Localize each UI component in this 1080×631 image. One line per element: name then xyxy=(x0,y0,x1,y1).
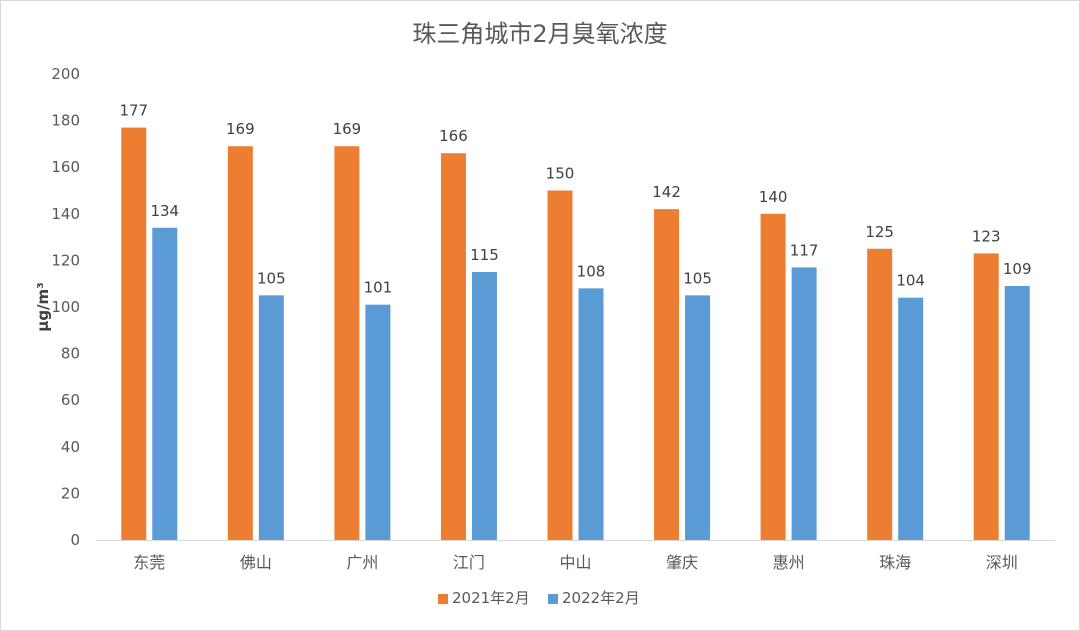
data-label: 115 xyxy=(470,246,499,264)
data-label: 108 xyxy=(577,262,606,280)
bar-series2 xyxy=(365,304,391,540)
data-label: 140 xyxy=(759,188,788,206)
data-label: 104 xyxy=(896,272,925,290)
x-tick-label: 佛山 xyxy=(240,553,272,572)
x-tick-label: 惠州 xyxy=(773,553,805,572)
bar-series1 xyxy=(334,146,360,541)
bar-series1 xyxy=(760,213,786,541)
x-tick-label: 珠海 xyxy=(879,553,911,572)
x-tick-label: 东莞 xyxy=(133,553,165,572)
bar-series2 xyxy=(685,295,711,540)
data-label: 177 xyxy=(119,102,148,120)
data-label: 105 xyxy=(257,269,286,287)
legend-swatch xyxy=(548,594,558,604)
data-labels: 177 134 169 105 169 101 166 115 150 108 142 105 140 1… xyxy=(119,102,1031,297)
bar-series2 xyxy=(898,297,924,540)
legend-label: 2022年2月 xyxy=(562,589,640,607)
bar-series1 xyxy=(121,127,147,540)
y-tick-label: 0 xyxy=(70,531,80,549)
y-tick-label: 140 xyxy=(51,205,80,223)
data-label: 125 xyxy=(865,223,894,241)
data-label: 109 xyxy=(1003,260,1032,278)
y-tick-label: 80 xyxy=(61,345,80,363)
data-label: 123 xyxy=(972,227,1001,245)
data-label: 169 xyxy=(226,120,255,138)
bar-series2 xyxy=(1004,286,1030,540)
y-axis-ticks: 0 20 40 60 80 100 120 140 160 180 200 xyxy=(51,65,80,549)
data-label: 105 xyxy=(683,269,712,287)
y-tick-label: 120 xyxy=(51,251,80,269)
x-tick-label: 江门 xyxy=(453,553,485,572)
bar-series xyxy=(121,127,1030,541)
bar-series1 xyxy=(440,153,466,540)
bar-series2 xyxy=(578,288,604,540)
data-label: 150 xyxy=(546,165,575,183)
data-label: 101 xyxy=(364,279,393,297)
y-tick-label: 100 xyxy=(51,298,80,316)
bar-series1 xyxy=(973,253,999,540)
y-tick-label: 20 xyxy=(61,484,80,502)
y-tick-label: 160 xyxy=(51,158,80,176)
data-label: 117 xyxy=(790,241,819,259)
bar-series2 xyxy=(152,227,178,540)
x-tick-label: 中山 xyxy=(559,553,591,572)
x-tick-label: 广州 xyxy=(346,553,378,572)
bar-series1 xyxy=(227,146,253,541)
legend-swatch xyxy=(438,594,448,604)
x-tick-label: 深圳 xyxy=(986,553,1018,572)
x-axis-ticks: 东莞 佛山 广州 江门 中山 肇庆 惠州 珠海 深圳 xyxy=(133,553,1017,572)
bar-series1 xyxy=(654,209,680,540)
y-tick-label: 180 xyxy=(51,112,80,130)
bar-series1 xyxy=(547,190,573,540)
data-label: 142 xyxy=(652,183,681,201)
bar-series1 xyxy=(867,248,893,540)
y-tick-label: 60 xyxy=(61,391,80,409)
legend-label: 2021年2月 xyxy=(452,589,530,607)
bar-series2 xyxy=(791,267,817,540)
y-tick-label: 40 xyxy=(61,438,80,456)
y-axis-label: μg/m³ xyxy=(34,282,52,331)
chart-title: 珠三角城市2月臭氧浓度 xyxy=(412,20,667,48)
y-tick-label: 200 xyxy=(51,65,80,83)
bar-series2 xyxy=(471,272,497,540)
x-tick-label: 肇庆 xyxy=(666,553,698,572)
bar-series2 xyxy=(258,295,284,540)
data-label: 166 xyxy=(439,127,468,145)
data-label: 169 xyxy=(333,120,362,138)
data-label: 134 xyxy=(150,202,179,220)
legend: 2021年2月 2022年2月 xyxy=(438,589,640,607)
